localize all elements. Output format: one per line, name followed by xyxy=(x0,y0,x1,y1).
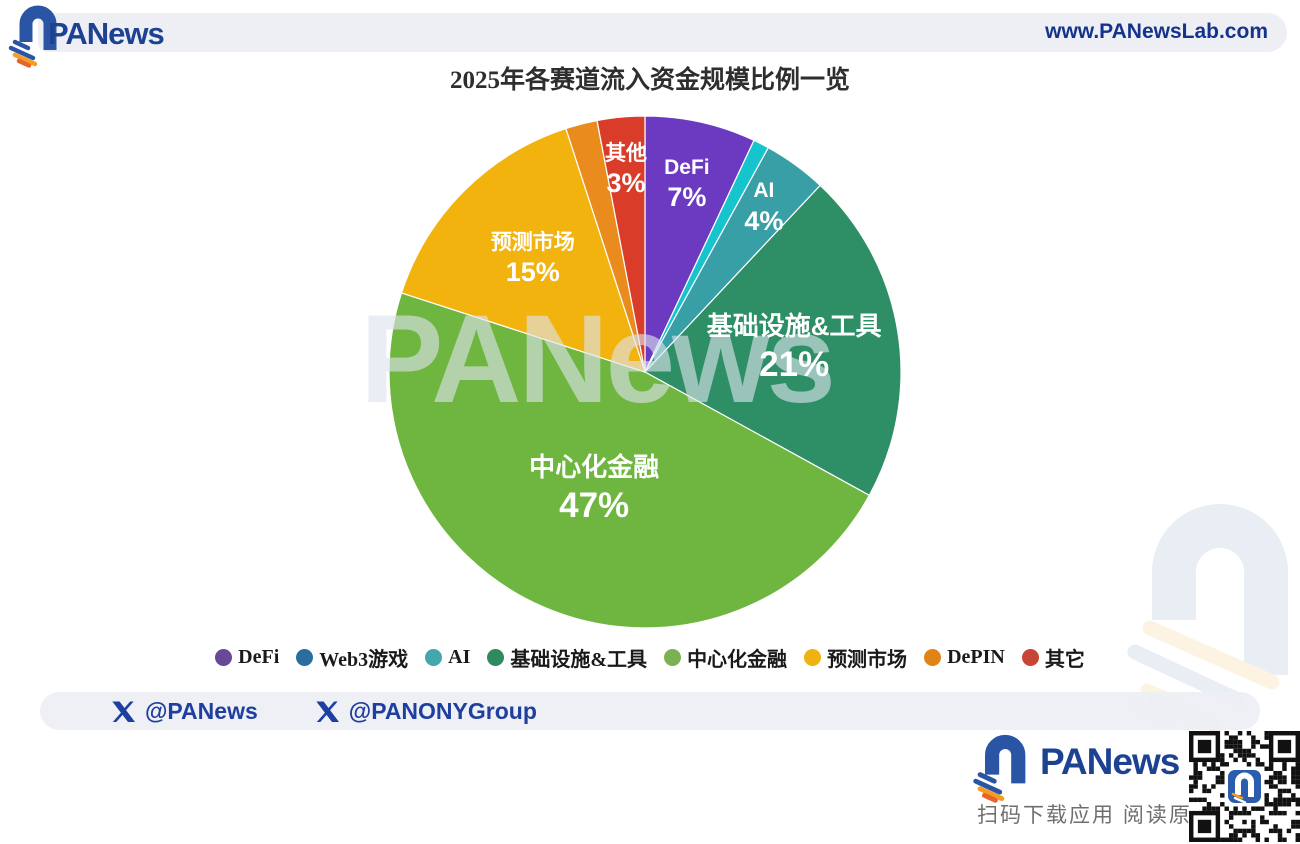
slice-label-预测市场: 预测市场 15% xyxy=(491,230,575,290)
legend-item-DeFi: DeFi xyxy=(215,646,279,669)
social-handle-@PANONYGroup[interactable]: @PANONYGroup xyxy=(316,698,537,725)
slice-name: 预测市场 xyxy=(490,230,575,254)
legend-label: DeFi xyxy=(238,646,280,668)
panews-logo-icon-bottom xyxy=(973,734,1026,803)
legend-item-AI: AI xyxy=(425,646,470,669)
qr-code xyxy=(1189,731,1300,842)
legend-item-基础设施&工具: 基础设施&工具 xyxy=(487,643,647,672)
panews-wordmark-bottom: PANews xyxy=(1040,741,1180,782)
legend-label: DePIN xyxy=(947,646,1005,668)
download-tagline: 扫码下载应用 阅读原文 xyxy=(977,804,1215,827)
panews-wordmark: PANews xyxy=(48,16,165,51)
pie-slice-DeFi xyxy=(644,115,755,373)
panews-logo-icon xyxy=(8,5,57,68)
legend-dot xyxy=(296,649,314,666)
slice-label-DeFi: DeFi 7% xyxy=(664,155,710,215)
legend-dot xyxy=(804,649,822,666)
legend-label: Web3游戏 xyxy=(319,649,409,671)
legend-dot xyxy=(215,649,233,666)
slice-label-其他: 其他 3% xyxy=(605,141,647,201)
slice-percent: 21% xyxy=(759,344,830,384)
x-twitter-icon xyxy=(316,700,339,722)
slice-name: 基础设施&工具 xyxy=(706,311,882,342)
pie-slice-其他 xyxy=(596,115,646,373)
handle-text: @PANONYGroup xyxy=(348,697,537,724)
legend-label: 其它 xyxy=(1044,649,1085,671)
legend-label: 基础设施&工具 xyxy=(510,649,648,671)
legend-dot xyxy=(664,649,682,666)
pie-chart xyxy=(388,115,902,629)
legend-item-其它: 其它 xyxy=(1021,643,1085,672)
legend-label: 中心化金融 xyxy=(687,649,788,671)
legend-dot xyxy=(1021,649,1039,666)
website-url[interactable]: www.PANewsLab.com xyxy=(1045,20,1268,43)
social-handle-@PANews[interactable]: @PANews xyxy=(112,698,258,725)
chart-legend: DeFi Web3游戏 AI 基础设施&工具 中心化金融 预测市场 DePIN 其它 xyxy=(0,643,1300,672)
legend-dot xyxy=(924,649,942,666)
legend-item-中心化金融: 中心化金融 xyxy=(664,643,787,672)
slice-label-AI: AI 4% xyxy=(744,178,783,238)
slice-percent: 15% xyxy=(505,257,560,288)
slice-label-基础设施&工具: 基础设施&工具 21% xyxy=(707,310,882,386)
handle-text: @PANews xyxy=(145,697,258,724)
qr-center-app-icon xyxy=(1225,767,1264,806)
social-footer-bar: @PANews @PANONYGroup xyxy=(40,692,1260,730)
slice-name: 其他 xyxy=(604,141,647,165)
slice-name: DeFi xyxy=(664,155,710,179)
legend-label: 预测市场 xyxy=(827,649,908,671)
legend-item-Web3游戏: Web3游戏 xyxy=(296,643,408,672)
chart-title: 2025年各赛道流入资金规模比例一览 xyxy=(449,67,850,94)
legend-item-DePIN: DePIN xyxy=(924,646,1005,669)
pie-slice-中心化金融 xyxy=(388,292,871,629)
slice-percent: 7% xyxy=(667,181,707,212)
legend-dot xyxy=(487,649,505,666)
slice-percent: 4% xyxy=(744,205,784,236)
slice-label-中心化金融: 中心化金融 47% xyxy=(529,451,659,527)
slice-name: AI xyxy=(753,179,775,203)
slice-name: 中心化金融 xyxy=(529,452,660,483)
pie-slice-预测市场 xyxy=(400,127,646,373)
pie-slice-基础设施&工具 xyxy=(644,184,902,497)
slice-percent: 47% xyxy=(559,485,630,525)
legend-item-预测市场: 预测市场 xyxy=(804,643,907,672)
x-twitter-icon xyxy=(112,700,135,722)
header-bar xyxy=(38,13,1287,52)
legend-dot xyxy=(425,649,443,666)
slice-percent: 3% xyxy=(606,167,646,198)
legend-label: AI xyxy=(448,646,471,668)
